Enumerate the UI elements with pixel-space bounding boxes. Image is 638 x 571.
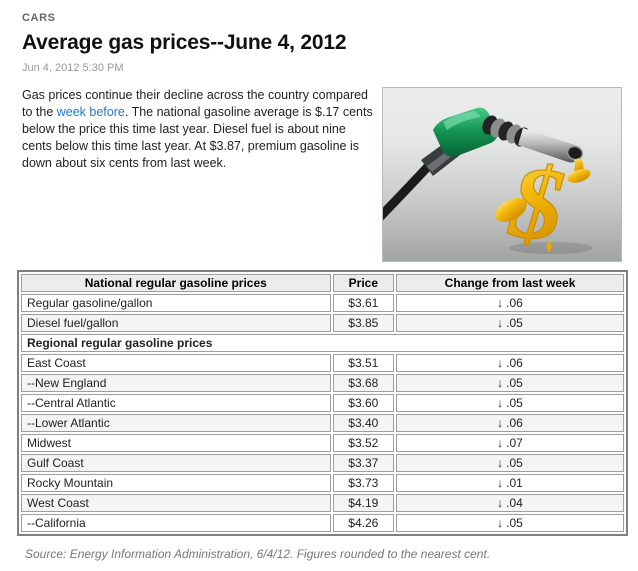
row-label: Midwest <box>21 434 331 452</box>
change-value: ↓ .06 <box>396 354 624 372</box>
week-before-link[interactable]: week before <box>56 105 125 119</box>
table-row: Gulf Coast $3.37 ↓ .05 <box>21 454 624 472</box>
down-arrow-icon: ↓ <box>497 416 504 430</box>
table-row: Rocky Mountain $3.73 ↓ .01 <box>21 474 624 492</box>
change-value: ↓ .07 <box>396 434 624 452</box>
price-value: $3.85 <box>332 314 395 332</box>
paragraph-text-before: Gas prices continue their decline across… <box>22 88 369 119</box>
change-value: ↓ .06 <box>396 294 624 312</box>
down-arrow-icon: ↓ <box>497 496 504 510</box>
change-value: ↓ .05 <box>396 374 624 392</box>
paragraph-text-after: . The national gasoline average is $.17 … <box>22 105 373 170</box>
down-arrow-icon: ↓ <box>497 316 504 330</box>
table-row: --New England $3.68 ↓ .05 <box>21 374 624 392</box>
table-row: West Coast $4.19 ↓ .04 <box>21 494 624 512</box>
down-arrow-icon: ↓ <box>497 516 504 530</box>
section-header-regional: Regional regular gasoline prices <box>21 334 624 352</box>
table-row: --Central Atlantic $3.60 ↓ .05 <box>21 394 624 412</box>
down-arrow-icon: ↓ <box>497 476 504 490</box>
row-label: --New England <box>21 374 331 392</box>
source-note: Source: Energy Information Administratio… <box>25 547 491 561</box>
price-value: $3.60 <box>332 394 395 412</box>
table-row: Regular gasoline/gallon $3.61 ↓ .06 <box>21 294 624 312</box>
table-row: Midwest $3.52 ↓ .07 <box>21 434 624 452</box>
table-row: Diesel fuel/gallon $3.85 ↓ .05 <box>21 314 624 332</box>
row-label: West Coast <box>21 494 331 512</box>
price-value: $3.68 <box>332 374 395 392</box>
row-label: Diesel fuel/gallon <box>21 314 331 332</box>
header-national-prices: National regular gasoline prices <box>21 274 331 292</box>
row-label: --California <box>21 514 331 532</box>
row-label: Regular gasoline/gallon <box>21 294 331 312</box>
price-value: $3.40 <box>332 414 395 432</box>
change-value: ↓ .04 <box>396 494 624 512</box>
row-label: East Coast <box>21 354 331 372</box>
down-arrow-icon: ↓ <box>497 376 504 390</box>
change-value: ↓ .06 <box>396 414 624 432</box>
article-paragraph: Gas prices continue their decline across… <box>22 87 378 262</box>
change-value: ↓ .05 <box>396 514 624 532</box>
down-arrow-icon: ↓ <box>497 396 504 410</box>
header-change: Change from last week <box>396 274 624 292</box>
gas-pump-dollar-image: $ <box>382 87 622 262</box>
row-label: Rocky Mountain <box>21 474 331 492</box>
price-value: $3.52 <box>332 434 395 452</box>
table-row: East Coast $3.51 ↓ .06 <box>21 354 624 372</box>
change-value: ↓ .05 <box>396 394 624 412</box>
table-row: --California $4.26 ↓ .05 <box>21 514 624 532</box>
page-title: Average gas prices--June 4, 2012 <box>22 31 347 54</box>
header-price: Price <box>332 274 395 292</box>
gas-pump-illustration: $ <box>383 107 593 261</box>
price-value: $3.51 <box>332 354 395 372</box>
article-body: Gas prices continue their decline across… <box>22 87 622 262</box>
price-value: $4.26 <box>332 514 395 532</box>
change-value: ↓ .01 <box>396 474 624 492</box>
table-section-row: Regional regular gasoline prices <box>21 334 624 352</box>
price-value: $4.19 <box>332 494 395 512</box>
table-row: --Lower Atlantic $3.40 ↓ .06 <box>21 414 624 432</box>
down-arrow-icon: ↓ <box>497 456 504 470</box>
row-label: --Central Atlantic <box>21 394 331 412</box>
row-label: --Lower Atlantic <box>21 414 331 432</box>
down-arrow-icon: ↓ <box>497 436 504 450</box>
down-arrow-icon: ↓ <box>497 296 504 310</box>
gas-price-table-container: National regular gasoline prices Price C… <box>17 270 628 536</box>
change-value: ↓ .05 <box>396 314 624 332</box>
down-arrow-icon: ↓ <box>497 356 504 370</box>
price-value: $3.73 <box>332 474 395 492</box>
gas-price-table: National regular gasoline prices Price C… <box>17 270 628 536</box>
article-timestamp: Jun 4, 2012 5:30 PM <box>22 62 124 74</box>
table-header-row: National regular gasoline prices Price C… <box>21 274 624 292</box>
category-label: CARS <box>22 12 56 24</box>
change-value: ↓ .05 <box>396 454 624 472</box>
price-value: $3.37 <box>332 454 395 472</box>
row-label: Gulf Coast <box>21 454 331 472</box>
price-value: $3.61 <box>332 294 395 312</box>
